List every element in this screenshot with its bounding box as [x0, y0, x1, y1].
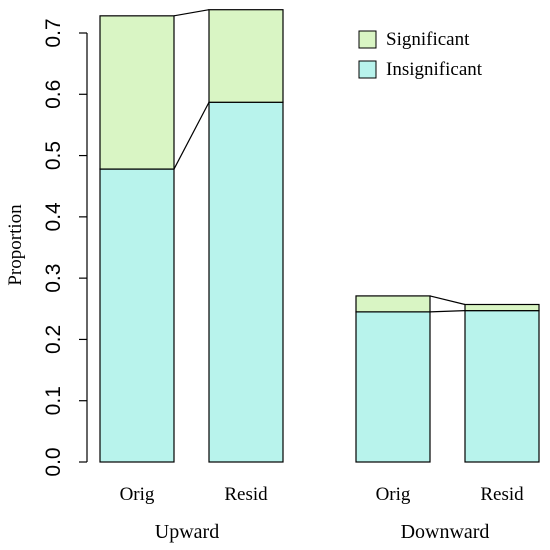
bar-insignificant-0: [99, 168, 175, 463]
connector-line: [173, 9, 210, 17]
legend-label: Insignificant: [386, 59, 483, 80]
bar-insignificant-3: [464, 310, 540, 463]
legend: Significant Insignificant: [358, 29, 483, 80]
legend-swatch: [358, 30, 377, 49]
group-label: Upward: [155, 521, 219, 543]
y-tick-label: 0.6: [42, 80, 65, 109]
bar-significant-3: [464, 303, 540, 312]
category-label: Resid: [480, 484, 524, 505]
category-label: Orig: [376, 484, 411, 505]
y-tick-label: 0.3: [42, 264, 65, 293]
bar-significant-0: [99, 15, 175, 170]
legend-label: Significant: [386, 29, 470, 50]
connector-line: [173, 101, 210, 170]
connector-line: [429, 310, 466, 313]
group-label: Downward: [401, 521, 490, 543]
y-tick-label: 0.2: [42, 325, 65, 354]
y-axis-title: Proportion: [5, 204, 26, 286]
y-axis: 0.0 0.1 0.2 0.3 0.4 0.5 0.6 0.7: [42, 18, 88, 477]
y-tick-label: 0.1: [42, 386, 65, 415]
bar-insignificant-2: [355, 311, 431, 463]
legend-swatch: [358, 60, 377, 79]
bars: [99, 9, 540, 463]
y-tick-label: 0.0: [42, 447, 65, 476]
connector-line: [429, 295, 466, 306]
bar-insignificant-1: [208, 101, 284, 463]
bar-significant-1: [208, 9, 284, 103]
y-tick-label: 0.5: [42, 141, 65, 170]
category-label: Resid: [224, 484, 268, 505]
category-label: Orig: [120, 484, 155, 505]
connector-lines: [173, 9, 466, 313]
bar-significant-2: [355, 295, 431, 313]
y-tick-label: 0.4: [42, 202, 65, 232]
y-tick-label: 0.7: [42, 18, 65, 47]
